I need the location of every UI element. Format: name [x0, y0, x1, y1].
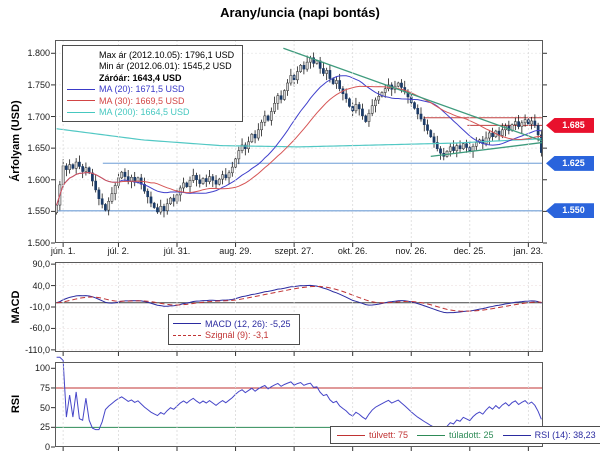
macd-legend-box: MACD (12, 26): -5,25 Szignál (9): -3,1: [168, 314, 300, 345]
rsi-ytick-label: 100: [34, 363, 50, 374]
price-legend-text: MA (20): 1671,5 USD: [99, 84, 185, 95]
rsi-legend-text: túladott: 25: [449, 430, 494, 440]
rsi-legend-text: túlvett: 75: [369, 430, 409, 440]
date-xtick-label: nov. 26.: [395, 246, 427, 256]
macd-ytick-label: -60,0: [29, 323, 50, 334]
price-ytick-label: 1.750: [27, 79, 50, 90]
price-axis-label: Árfolyam (USD): [10, 100, 22, 182]
rsi-line-swatch: [502, 434, 531, 436]
macd-legend-text: Szignál (9): -3,1: [205, 330, 269, 341]
price-tag-1550: 1.550: [546, 203, 594, 219]
macd-legend-row: Szignál (9): -3,1: [173, 330, 291, 342]
price-legend-row: Záróár: 1643,4 USD: [67, 72, 234, 84]
macd-line-swatch: [173, 323, 201, 325]
price-legend-text: MA (30): 1669,5 USD: [99, 95, 185, 106]
rsi-ytick-label: 75: [39, 382, 50, 393]
price-ytick-label: 1.550: [27, 206, 50, 217]
legend-indent: [67, 66, 95, 67]
price-ytick-label: 1.650: [27, 143, 50, 154]
price-legend-row: Min ár (2012.06.01): 1545,2 USD: [67, 61, 234, 73]
macd-line-swatch: [173, 334, 201, 336]
page-title: Arany/uncia (napi bontás): [220, 5, 380, 20]
date-xtick-label: jún. 1.: [50, 246, 76, 256]
rsi-legend-box: túlvett: 75 túladott: 25 RSI (14): 38,23: [330, 426, 600, 444]
macd-chart-canvas: [51, 262, 543, 356]
price-ytick-label: 1.700: [27, 111, 50, 122]
price-legend-text: Záróár: 1643,4 USD: [99, 72, 182, 83]
macd-ytick-label: 90,0: [32, 259, 50, 270]
macd-legend-text: MACD (12, 26): -5,25: [205, 318, 291, 329]
macd-ytick-label: -110,0: [25, 344, 50, 355]
price-legend-text: Max ár (2012.10.05): 1796,1 USD: [99, 49, 235, 60]
rsi-ytick-label: 50: [39, 402, 50, 413]
date-xtick-label: júl. 31.: [163, 246, 191, 256]
price-ytick-label: 1.600: [27, 174, 50, 185]
price-legend-row: MA (20): 1671,5 USD: [67, 84, 234, 96]
rsi-legend-row: túlvett: 75: [337, 429, 408, 441]
macd-legend-row: MACD (12, 26): -5,25: [173, 318, 291, 330]
price-ytick-label: 1.800: [27, 48, 50, 59]
price-chart-canvas: [51, 40, 547, 247]
date-xtick-label: dec. 25.: [453, 246, 486, 256]
macd-ytick-label: 40,0: [32, 280, 50, 291]
date-xtick-label: aug. 29.: [219, 246, 252, 256]
price-legend-box: Max ár (2012.10.05): 1796,1 USD Min ár (2…: [62, 45, 244, 122]
price-line-swatch: [67, 88, 95, 90]
price-tag-1625: 1.625: [546, 155, 594, 171]
price-ytick-label: 1.500: [27, 238, 50, 248]
price-tag-1685: 1.685: [546, 117, 594, 133]
price-legend-text: Min ár (2012.06.01): 1545,2 USD: [99, 61, 232, 72]
legend-indent: [67, 54, 95, 55]
date-xtick-label: jan. 23.: [513, 246, 544, 256]
price-legend-row: MA (200): 1664,5 USD: [67, 107, 234, 119]
price-legend-text: MA (200): 1664,5 USD: [99, 107, 190, 118]
date-xtick-label: júl. 2.: [107, 246, 130, 256]
price-line-swatch: [67, 111, 95, 113]
price-legend-row: Max ár (2012.10.05): 1796,1 USD: [67, 49, 234, 61]
rsi-ytick-label: 0: [44, 442, 50, 452]
rsi-legend-row: túladott: 25: [417, 429, 494, 441]
legend-indent: [67, 77, 95, 78]
rsi-line-swatch: [337, 434, 365, 436]
price-line-swatch: [67, 100, 95, 102]
rsi-legend-row: RSI (14): 38,23: [502, 429, 596, 441]
rsi-line-swatch: [417, 434, 446, 436]
date-xtick-label: szept. 27.: [274, 246, 314, 256]
rsi-legend-text: RSI (14): 38,23: [534, 430, 596, 440]
rsi-ytick-label: 25: [39, 422, 50, 433]
macd-ytick-label: -10,0: [29, 302, 50, 312]
date-xtick-label: okt. 26.: [337, 246, 368, 256]
price-legend-row: MA (30): 1669,5 USD: [67, 95, 234, 107]
